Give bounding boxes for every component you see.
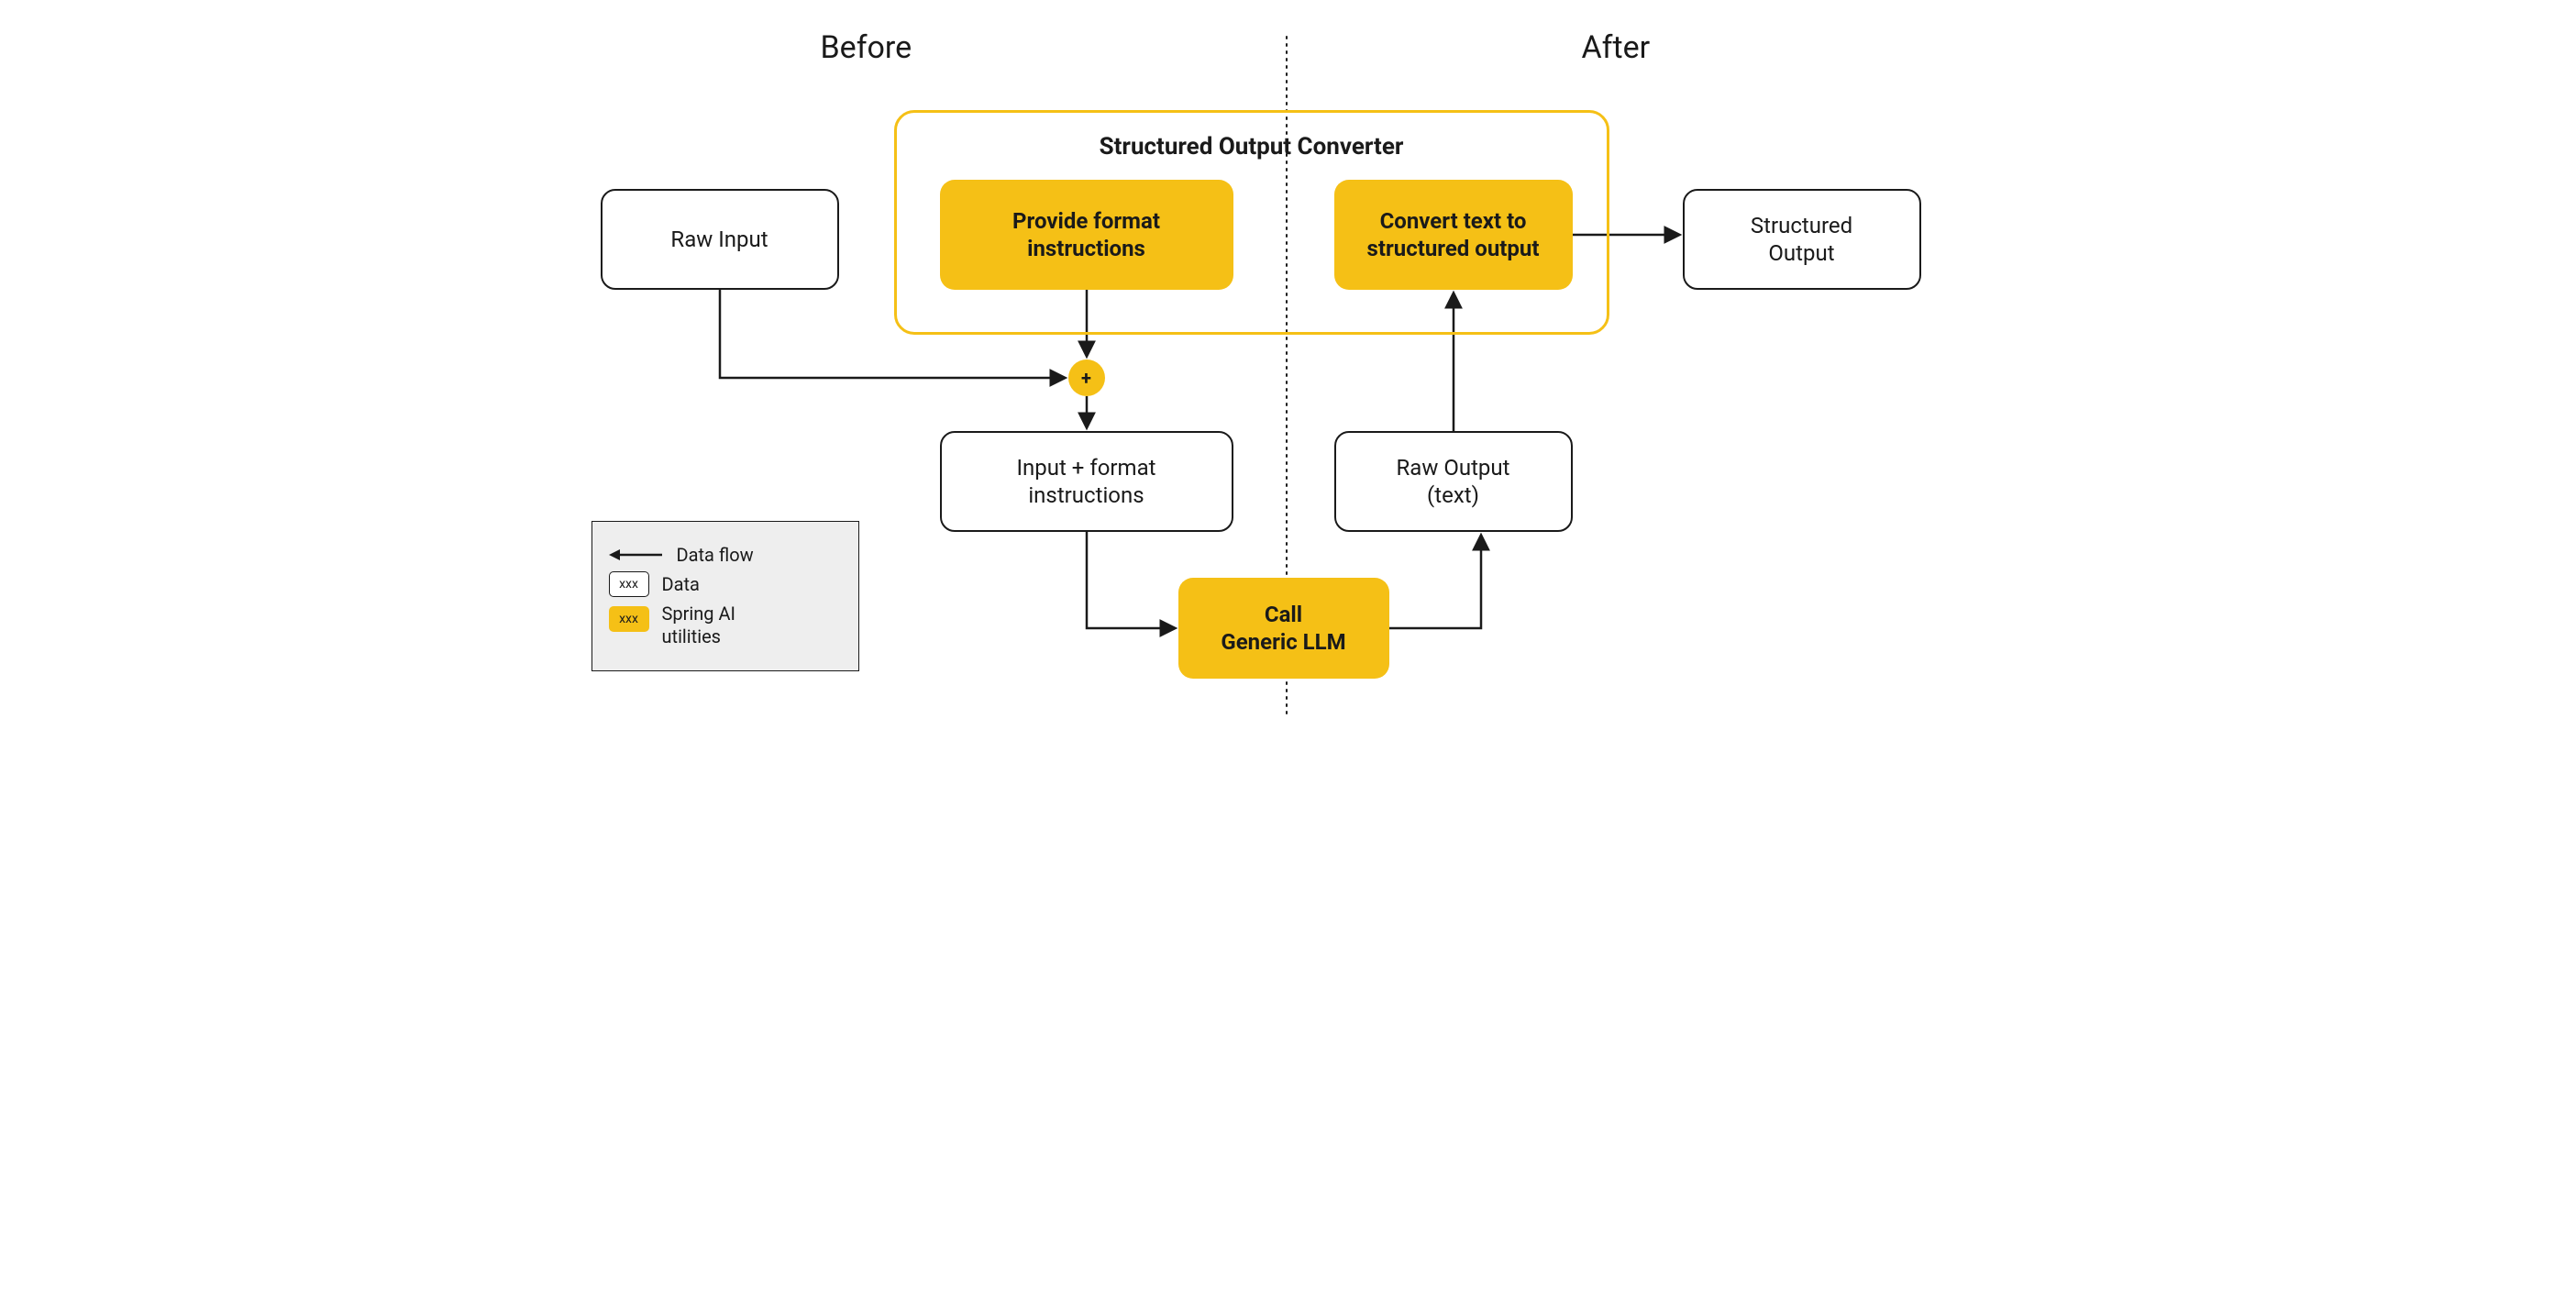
edge-input-format-to-llm	[1087, 532, 1175, 628]
legend-utilities-label: Spring AIutilities	[662, 603, 735, 648]
node-convert-text: Convert text tostructured output	[1334, 180, 1573, 290]
legend-data-label: Data	[662, 573, 700, 595]
node-call-llm-label: CallGeneric LLM	[1221, 601, 1345, 656]
node-raw-input: Raw Input	[601, 189, 839, 290]
edge-llm-to-raw-output	[1389, 536, 1481, 628]
heading-after: After	[1582, 29, 1651, 66]
node-structured-output-label: StructuredOutput	[1751, 212, 1852, 267]
converter-title: Structured Output Converter	[897, 133, 1607, 160]
legend-row-dataflow: Data flow	[609, 544, 840, 566]
legend-row-utilities: xxx Spring AIutilities	[609, 603, 840, 648]
node-raw-output: Raw Output(text)	[1334, 431, 1573, 532]
node-raw-output-label: Raw Output(text)	[1397, 454, 1510, 509]
node-plus-join: +	[1068, 359, 1105, 396]
heading-before: Before	[821, 29, 912, 66]
node-provide-format: Provide formatinstructions	[940, 180, 1233, 290]
legend-swatch-utilities: xxx	[609, 606, 649, 632]
node-input-plus-format-label: Input + formatinstructions	[1017, 454, 1156, 509]
node-call-llm: CallGeneric LLM	[1178, 578, 1389, 679]
node-provide-format-label: Provide formatinstructions	[1012, 207, 1160, 262]
legend: Data flow xxx Data xxx Spring AIutilitie…	[591, 521, 859, 671]
node-structured-output: StructuredOutput	[1683, 189, 1921, 290]
legend-swatch-data: xxx	[609, 571, 649, 597]
diagram-canvas: Before After Structured Output Converter…	[573, 0, 2004, 724]
node-input-plus-format: Input + formatinstructions	[940, 431, 1233, 532]
arrow-icon	[609, 546, 664, 564]
legend-dataflow-label: Data flow	[677, 544, 754, 566]
legend-row-data: xxx Data	[609, 571, 840, 597]
node-raw-input-label: Raw Input	[670, 226, 768, 253]
node-convert-text-label: Convert text tostructured output	[1367, 207, 1540, 262]
plus-icon: +	[1081, 367, 1091, 389]
